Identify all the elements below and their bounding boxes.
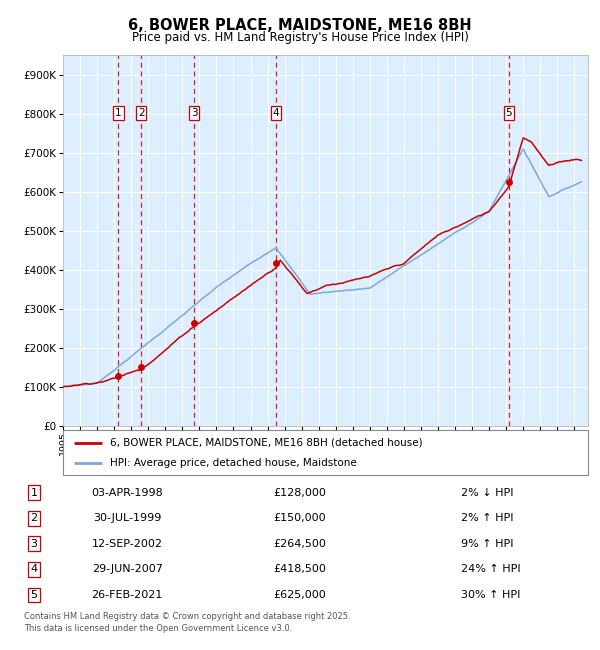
Text: £625,000: £625,000 <box>274 590 326 600</box>
Text: 4: 4 <box>31 564 37 575</box>
Text: 3: 3 <box>31 539 37 549</box>
Text: 6, BOWER PLACE, MAIDSTONE, ME16 8BH (detached house): 6, BOWER PLACE, MAIDSTONE, ME16 8BH (det… <box>110 437 423 448</box>
Text: 2: 2 <box>138 108 145 118</box>
Text: 1: 1 <box>115 108 122 118</box>
Text: 5: 5 <box>505 108 512 118</box>
Text: 26-FEB-2021: 26-FEB-2021 <box>92 590 163 600</box>
Text: £418,500: £418,500 <box>274 564 326 575</box>
Text: 2% ↑ HPI: 2% ↑ HPI <box>461 513 514 523</box>
Text: 29-JUN-2007: 29-JUN-2007 <box>92 564 163 575</box>
Text: 30% ↑ HPI: 30% ↑ HPI <box>461 590 521 600</box>
Text: 24% ↑ HPI: 24% ↑ HPI <box>461 564 521 575</box>
Text: £128,000: £128,000 <box>274 488 326 497</box>
Text: 3: 3 <box>191 108 197 118</box>
Text: 03-APR-1998: 03-APR-1998 <box>91 488 163 497</box>
Text: 4: 4 <box>272 108 279 118</box>
Text: Price paid vs. HM Land Registry's House Price Index (HPI): Price paid vs. HM Land Registry's House … <box>131 31 469 44</box>
Text: 2: 2 <box>31 513 37 523</box>
Text: 9% ↑ HPI: 9% ↑ HPI <box>461 539 514 549</box>
Text: 30-JUL-1999: 30-JUL-1999 <box>93 513 161 523</box>
Text: £150,000: £150,000 <box>274 513 326 523</box>
Text: 6, BOWER PLACE, MAIDSTONE, ME16 8BH: 6, BOWER PLACE, MAIDSTONE, ME16 8BH <box>128 18 472 33</box>
Text: 2% ↓ HPI: 2% ↓ HPI <box>461 488 514 497</box>
Text: 12-SEP-2002: 12-SEP-2002 <box>92 539 163 549</box>
Text: Contains HM Land Registry data © Crown copyright and database right 2025.
This d: Contains HM Land Registry data © Crown c… <box>24 612 350 633</box>
Text: 5: 5 <box>31 590 37 600</box>
Text: HPI: Average price, detached house, Maidstone: HPI: Average price, detached house, Maid… <box>110 458 357 469</box>
Text: 1: 1 <box>31 488 37 497</box>
Text: £264,500: £264,500 <box>274 539 326 549</box>
